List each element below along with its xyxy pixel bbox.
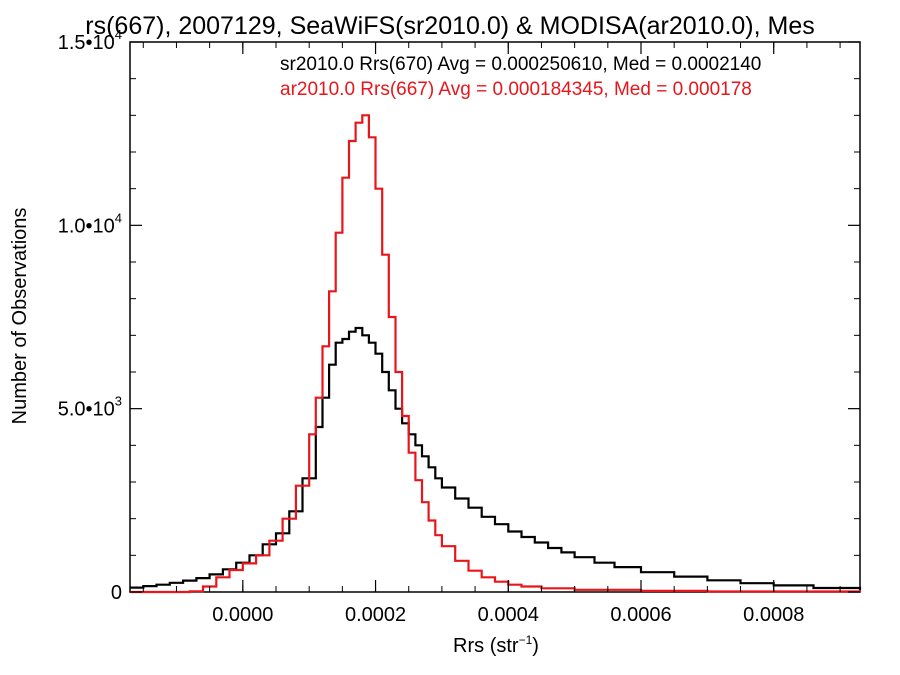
x-tick-label: 0.0006 bbox=[610, 604, 671, 626]
series-line-2 bbox=[130, 114, 862, 594]
x-tick-label: 0.0008 bbox=[743, 604, 804, 626]
plot-area bbox=[129, 41, 861, 593]
y-tick-label: 5.0•103 bbox=[58, 394, 122, 421]
y-tick-label: 0 bbox=[111, 582, 122, 604]
x-tick-label: 0.0004 bbox=[478, 604, 539, 626]
y-tick-label: 1.0•104 bbox=[58, 210, 122, 237]
legend-entry-1: sr2010.0 Rrs(670) Avg = 0.000250610, Med… bbox=[280, 54, 761, 75]
series-line-1 bbox=[130, 326, 862, 590]
x-tick-label: 0.0000 bbox=[212, 604, 273, 626]
x-axis-label: Rrs (str−1) bbox=[453, 633, 539, 657]
x-tick-label: 0.0002 bbox=[345, 604, 406, 626]
legend-entry-2: ar2010.0 Rrs(667) Avg = 0.000184345, Med… bbox=[280, 79, 752, 100]
chart-title: rs(667), 2007129, SeaWiFS(sr2010.0) & MO… bbox=[85, 12, 814, 40]
y-tick-label: 1.5•104 bbox=[58, 27, 122, 54]
y-axis-label: Number of Observations bbox=[9, 208, 31, 425]
